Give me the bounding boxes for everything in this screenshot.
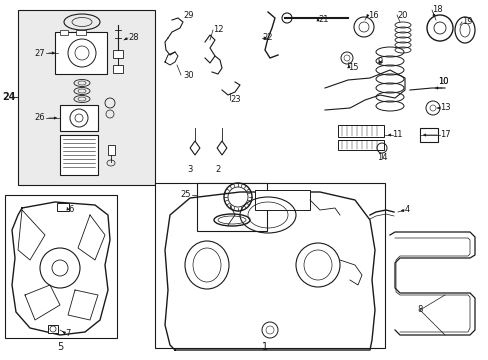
Text: 29: 29: [183, 10, 193, 19]
Bar: [55, 32, 107, 74]
Bar: [337, 140, 383, 150]
Text: 10: 10: [437, 77, 447, 86]
Text: 5: 5: [57, 342, 63, 352]
Text: 6: 6: [68, 206, 73, 215]
Polygon shape: [217, 141, 226, 155]
Text: 3: 3: [187, 166, 192, 175]
Bar: [113, 50, 123, 58]
Bar: [5, 195, 117, 338]
Bar: [108, 145, 115, 155]
Text: 24: 24: [2, 92, 16, 102]
Text: 23: 23: [229, 95, 240, 104]
Bar: [60, 30, 68, 35]
Text: 25: 25: [180, 190, 190, 199]
Bar: [18, 10, 155, 185]
Text: 9: 9: [377, 58, 383, 67]
Bar: [419, 128, 437, 142]
Text: 21: 21: [317, 15, 328, 24]
Text: 16: 16: [367, 10, 378, 19]
Text: 8: 8: [416, 306, 422, 315]
Bar: [60, 135, 98, 175]
Text: 18: 18: [431, 5, 442, 14]
Text: 20: 20: [396, 10, 407, 19]
Text: 30: 30: [183, 71, 193, 80]
Text: 17: 17: [439, 130, 450, 139]
Text: 12: 12: [213, 26, 223, 35]
Text: 27: 27: [34, 49, 44, 58]
Bar: [197, 183, 266, 231]
Bar: [155, 183, 384, 348]
Text: 26: 26: [34, 113, 44, 122]
Bar: [76, 30, 86, 35]
Text: 14: 14: [376, 153, 386, 162]
Text: 13: 13: [439, 104, 450, 112]
Text: 28: 28: [128, 33, 138, 42]
Text: 7: 7: [65, 328, 70, 338]
Bar: [113, 65, 123, 73]
Text: 1: 1: [262, 342, 267, 352]
Polygon shape: [190, 141, 200, 155]
Bar: [48, 325, 58, 333]
Text: 4: 4: [404, 206, 409, 215]
Bar: [337, 125, 383, 137]
Text: 10: 10: [437, 77, 447, 86]
Bar: [57, 203, 69, 211]
Text: 2: 2: [215, 166, 220, 175]
Text: 19: 19: [461, 18, 471, 27]
Text: 11: 11: [391, 130, 402, 139]
Bar: [254, 190, 309, 210]
Text: 15: 15: [347, 63, 358, 72]
Bar: [60, 105, 98, 131]
Text: 22: 22: [262, 33, 272, 42]
